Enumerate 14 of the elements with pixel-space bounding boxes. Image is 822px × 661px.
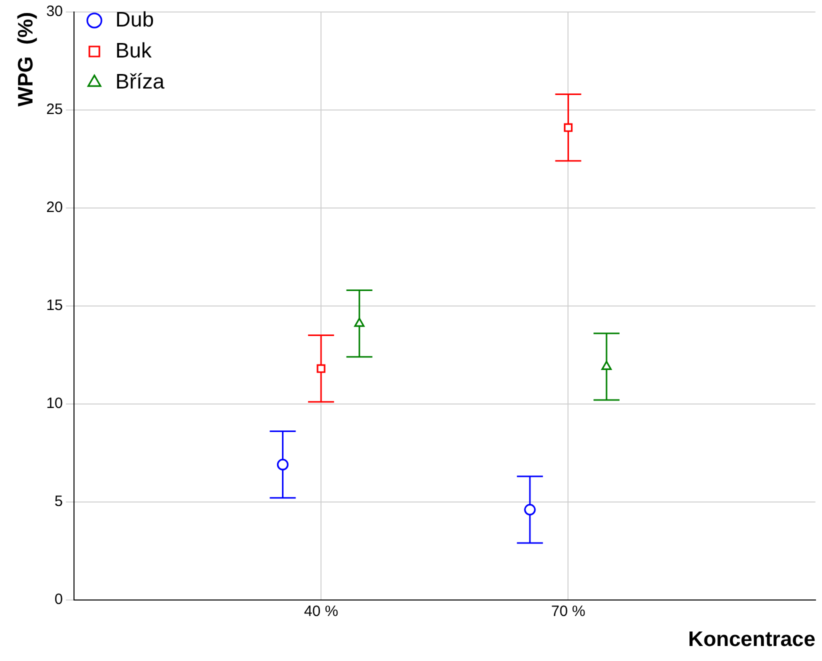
y-tick-label: 10 [46,395,63,412]
y-tick-label: 25 [46,101,63,118]
y-tick-label: 30 [46,3,63,20]
legend-label: Buk [115,39,152,62]
y-tick-label: 5 [54,492,63,510]
x-tick-label: 40 % [304,602,338,620]
y-tick-label: 0 [54,590,63,608]
legend-label: Dub [115,8,154,32]
legend-label: Bříza [115,70,165,94]
y-tick-label: 20 [46,199,63,216]
y-axis-title: WPG (%) [14,12,38,106]
x-axis-title: Koncentrace [688,628,816,652]
x-tick-label: 70 % [551,602,586,620]
y-tick-label: 15 [46,297,63,314]
